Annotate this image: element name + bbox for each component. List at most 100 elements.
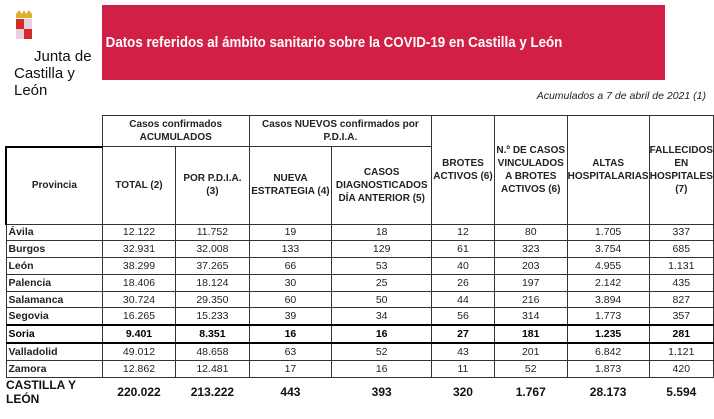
value-cell: 17 <box>248 359 333 378</box>
col-header: BROTES ACTIVOS (6) <box>431 115 495 225</box>
value-cell: 19 <box>248 223 333 242</box>
value-cell: 1.873 <box>566 359 650 378</box>
value-cell: 1.773 <box>566 307 650 326</box>
value-cell: 181 <box>493 324 568 345</box>
total-cell: 1.767 <box>515 384 546 399</box>
value-cell: 61 <box>431 240 495 259</box>
value-cell: 8.351 <box>175 324 250 345</box>
logo-line1: Junta de <box>34 48 92 65</box>
table-row: Palencia 18.406 18.124 30 25 26 197 2.142 435 <box>5 273 714 292</box>
value-cell: 323 <box>493 240 568 259</box>
total-label: CASTILLA Y LEÓN <box>6 377 76 406</box>
value-cell: 197 <box>493 273 568 292</box>
value-cell: 3.894 <box>566 290 650 309</box>
col-header: NUEVA ESTRATEGIA (4) <box>248 146 333 225</box>
value-cell: 16.265 <box>101 307 177 326</box>
table-row: Zamora 12.862 12.481 17 16 11 52 1.873 420 <box>5 359 714 378</box>
value-cell: 40 <box>431 257 495 275</box>
province-cell: Valladolid <box>5 342 103 361</box>
total-cell: 443 <box>280 384 301 399</box>
value-cell: 43 <box>431 342 495 361</box>
value-cell: 685 <box>648 240 714 259</box>
col-header: Provincia <box>4 146 103 225</box>
value-cell: 18.406 <box>101 273 177 292</box>
value-cell: 1.121 <box>648 342 714 361</box>
value-cell: 12 <box>431 223 495 242</box>
value-cell: 4.955 <box>566 257 650 275</box>
value-cell: 1.705 <box>566 223 650 242</box>
table-row: Burgos 32.931 32.008 133 129 61 323 3.754 685 <box>5 240 714 259</box>
table-row: Valladolid 49.012 48.658 63 52 43 201 6.842 1.12… <box>5 342 714 361</box>
group-header-nuevos: Casos NUEVOS confirmados por P.D.I.A. <box>248 115 433 147</box>
value-cell: 15.233 <box>175 307 250 326</box>
province-cell: Zamora <box>5 359 103 378</box>
value-cell: 44 <box>431 290 495 309</box>
table-row: Salamanca 30.724 29.350 60 50 44 216 3.894 827 <box>5 290 714 309</box>
value-cell: 281 <box>648 324 714 345</box>
value-cell: 32.931 <box>101 240 177 259</box>
value-cell: 133 <box>248 240 333 259</box>
logo-line2: Castilla y León <box>14 65 75 99</box>
col-header: POR P.D.I.A. (3) <box>175 146 250 225</box>
total-cell: 220.022 <box>117 384 161 399</box>
value-cell: 18 <box>331 223 433 242</box>
value-cell: 337 <box>648 223 714 242</box>
value-cell: 827 <box>648 290 714 309</box>
group-header-acumulados: Casos confirmados ACUMULADOS <box>101 115 250 147</box>
value-cell: 18.124 <box>175 273 250 292</box>
value-cell: 1.131 <box>648 257 714 275</box>
value-cell: 37.265 <box>175 257 250 275</box>
province-cell: Segovia <box>5 307 103 326</box>
total-cell: 5.594 <box>666 384 697 399</box>
value-cell: 56 <box>431 307 495 326</box>
value-cell: 203 <box>493 257 568 275</box>
value-cell: 50 <box>331 290 433 309</box>
value-cell: 11 <box>431 359 495 378</box>
col-header: CASOS DIAGNOSTICADOS DÍA ANTERIOR (5) <box>331 146 433 225</box>
value-cell: 25 <box>331 273 433 292</box>
value-cell: 2.142 <box>566 273 650 292</box>
value-cell: 420 <box>648 359 714 378</box>
province-cell: Palencia <box>5 273 103 292</box>
col-header: FALLECIDOS EN HOSPITALES (7) <box>648 115 714 225</box>
total-cell: 393 <box>371 384 392 399</box>
date-note: Acumulados a 7 de abril de 2021 (1) <box>536 90 706 102</box>
value-cell: 16 <box>331 359 433 378</box>
value-cell: 16 <box>331 324 433 345</box>
table-row: Soria 9.401 8.351 16 16 27 181 1.235 281 <box>5 324 714 345</box>
value-cell: 26 <box>431 273 495 292</box>
value-cell: 29.350 <box>175 290 250 309</box>
table-row: Ávila 12.122 11.752 19 18 12 80 1.705 337 <box>5 223 714 242</box>
junta-logo: Junta de Castilla y León <box>8 8 92 99</box>
table-row: Segovia 16.265 15.233 39 34 56 314 1.773 357 <box>5 307 714 326</box>
col-header: ALTAS HOSPITALARIAS <box>566 115 650 225</box>
value-cell: 201 <box>493 342 568 361</box>
value-cell: 16 <box>248 324 333 345</box>
value-cell: 129 <box>331 240 433 259</box>
value-cell: 1.235 <box>566 324 650 345</box>
value-cell: 52 <box>493 359 568 378</box>
value-cell: 52 <box>331 342 433 361</box>
value-cell: 9.401 <box>101 324 177 345</box>
value-cell: 12.862 <box>101 359 177 378</box>
value-cell: 80 <box>493 223 568 242</box>
value-cell: 38.299 <box>101 257 177 275</box>
value-cell: 34 <box>331 307 433 326</box>
value-cell: 357 <box>648 307 714 326</box>
value-cell: 12.122 <box>101 223 177 242</box>
page-title: Datos referidos al ámbito sanitario sobr… <box>105 34 563 51</box>
value-cell: 49.012 <box>101 342 177 361</box>
value-cell: 66 <box>248 257 333 275</box>
value-cell: 27 <box>431 324 495 345</box>
value-cell: 3.754 <box>566 240 650 259</box>
value-cell: 216 <box>493 290 568 309</box>
total-cell: 213.222 <box>190 384 235 399</box>
value-cell: 6.842 <box>566 342 650 361</box>
province-cell: Ávila <box>5 223 103 242</box>
province-cell: Burgos <box>5 240 103 259</box>
total-cell: 320 <box>452 384 473 399</box>
table-row: León 38.299 37.265 66 53 40 203 4.955 1.131 <box>5 257 714 275</box>
value-cell: 63 <box>248 342 333 361</box>
col-header: N.º DE CASOS VINCULADOS A BROTES ACTIVOS… <box>493 115 568 225</box>
value-cell: 48.658 <box>175 342 250 361</box>
